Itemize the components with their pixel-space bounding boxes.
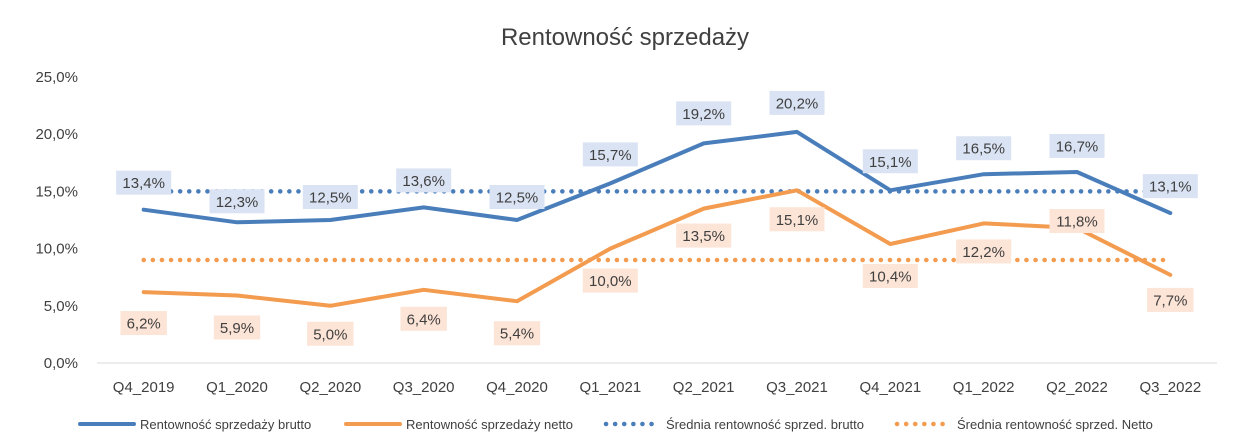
- svg-text:12,5%: 12,5%: [309, 190, 352, 207]
- svg-text:13,6%: 13,6%: [402, 173, 445, 190]
- svg-text:6,2%: 6,2%: [127, 316, 161, 333]
- data-label: 5,9%: [213, 315, 261, 340]
- data-label: 20,2%: [769, 90, 825, 115]
- legend: Rentowność sprzedaży brutto Rentowność sp…: [78, 417, 1153, 432]
- svg-text:19,2%: 19,2%: [682, 106, 725, 123]
- series-line-0: [141, 129, 1173, 225]
- y-tick-label: 10,0%: [35, 241, 78, 258]
- svg-text:5,4%: 5,4%: [500, 326, 534, 343]
- legend-item: Rentowność sprzedaży brutto: [78, 417, 311, 432]
- data-label: 5,4%: [493, 321, 541, 346]
- x-tick-label: Q3_2021: [766, 379, 828, 396]
- legend-item: Średnia rentowność sprzed. Netto: [894, 417, 1153, 432]
- data-label: 12,5%: [489, 185, 545, 209]
- data-label: 13,1%: [1142, 174, 1198, 199]
- svg-text:15,1%: 15,1%: [776, 212, 819, 229]
- data-labels: 13,4% 12,3% 12,5% 13,6% 12,5% 15,7% 19,2% 20,2%…: [116, 90, 1198, 346]
- chart-title: Rentowność sprzedaży: [501, 24, 749, 51]
- legend-label: Średnia rentowność sprzed. brutto: [666, 417, 864, 432]
- svg-text:15,1%: 15,1%: [869, 154, 912, 171]
- data-label: 15,7%: [582, 142, 638, 167]
- data-label: 19,2%: [676, 101, 732, 126]
- legend-label: Rentowność sprzedaży brutto: [140, 417, 311, 432]
- data-label: 16,7%: [1049, 133, 1105, 158]
- data-label: 5,0%: [307, 321, 354, 346]
- legend-item: Rentowność sprzedaży netto: [344, 417, 573, 432]
- y-tick-label: 25,0%: [35, 69, 78, 86]
- x-tick-label: Q3_2020: [393, 379, 455, 396]
- svg-text:7,7%: 7,7%: [1153, 292, 1187, 309]
- data-label: 12,2%: [956, 239, 1012, 264]
- svg-text:5,0%: 5,0%: [313, 326, 347, 343]
- x-axis: Q4_2019 Q1_2020 Q2_2020 Q3_2020 Q4_2020 Q1_20…: [113, 379, 1201, 396]
- data-label: 6,2%: [120, 311, 167, 336]
- legend-label: Rentowność sprzedaży netto: [406, 417, 573, 432]
- data-label: 13,5%: [676, 223, 732, 248]
- svg-text:13,1%: 13,1%: [1149, 179, 1192, 196]
- x-tick-label: Q2_2021: [673, 379, 735, 396]
- y-tick-label: 20,0%: [35, 126, 78, 143]
- series-line-1: [141, 188, 1173, 308]
- y-axis: 0,0% 5,0% 10,0% 15,0% 20,0% 25,0%: [35, 69, 78, 372]
- x-tick-label: Q1_2021: [579, 379, 641, 396]
- y-tick-label: 15,0%: [35, 183, 78, 200]
- x-tick-label: Q2_2022: [1046, 379, 1108, 396]
- svg-text:10,0%: 10,0%: [589, 273, 632, 290]
- data-label: 16,5%: [956, 136, 1012, 161]
- svg-text:15,7%: 15,7%: [589, 147, 632, 164]
- data-label: 11,8%: [1049, 209, 1105, 234]
- x-tick-label: Q2_2020: [299, 379, 361, 396]
- svg-text:16,7%: 16,7%: [1056, 138, 1099, 155]
- svg-text:13,4%: 13,4%: [122, 175, 165, 192]
- legend-item: Średnia rentowność sprzed. brutto: [603, 417, 864, 432]
- x-tick-label: Q1_2022: [953, 379, 1015, 396]
- svg-text:12,5%: 12,5%: [496, 190, 539, 207]
- data-label: 6,4%: [400, 306, 447, 331]
- data-label: 12,5%: [302, 185, 358, 209]
- svg-text:10,4%: 10,4%: [869, 269, 912, 286]
- x-tick-label: Q1_2020: [206, 379, 268, 396]
- data-label: 15,1%: [769, 207, 825, 232]
- data-label: 15,1%: [862, 149, 918, 174]
- data-label: 13,6%: [396, 168, 452, 193]
- data-label: 12,3%: [209, 189, 265, 214]
- x-tick-label: Q3_2022: [1139, 379, 1201, 396]
- svg-text:6,4%: 6,4%: [407, 311, 441, 328]
- svg-text:13,5%: 13,5%: [682, 228, 725, 245]
- svg-text:11,8%: 11,8%: [1056, 214, 1097, 231]
- y-tick-label: 5,0%: [44, 298, 78, 315]
- x-tick-label: Q4_2019: [113, 379, 175, 396]
- svg-text:5,9%: 5,9%: [220, 320, 254, 337]
- data-label: 13,4%: [116, 170, 172, 195]
- svg-text:12,2%: 12,2%: [962, 244, 1005, 261]
- svg-text:20,2%: 20,2%: [776, 95, 819, 112]
- data-label: 10,4%: [862, 264, 918, 289]
- svg-text:12,3%: 12,3%: [216, 194, 259, 211]
- svg-text:16,5%: 16,5%: [962, 141, 1005, 158]
- x-tick-label: Q4_2020: [486, 379, 548, 396]
- data-label: 10,0%: [582, 268, 638, 293]
- plot-area: [141, 129, 1173, 308]
- data-label: 7,7%: [1147, 287, 1194, 312]
- y-tick-label: 0,0%: [44, 355, 78, 372]
- x-tick-label: Q4_2021: [859, 379, 921, 396]
- legend-label: Średnia rentowność sprzed. Netto: [957, 417, 1153, 432]
